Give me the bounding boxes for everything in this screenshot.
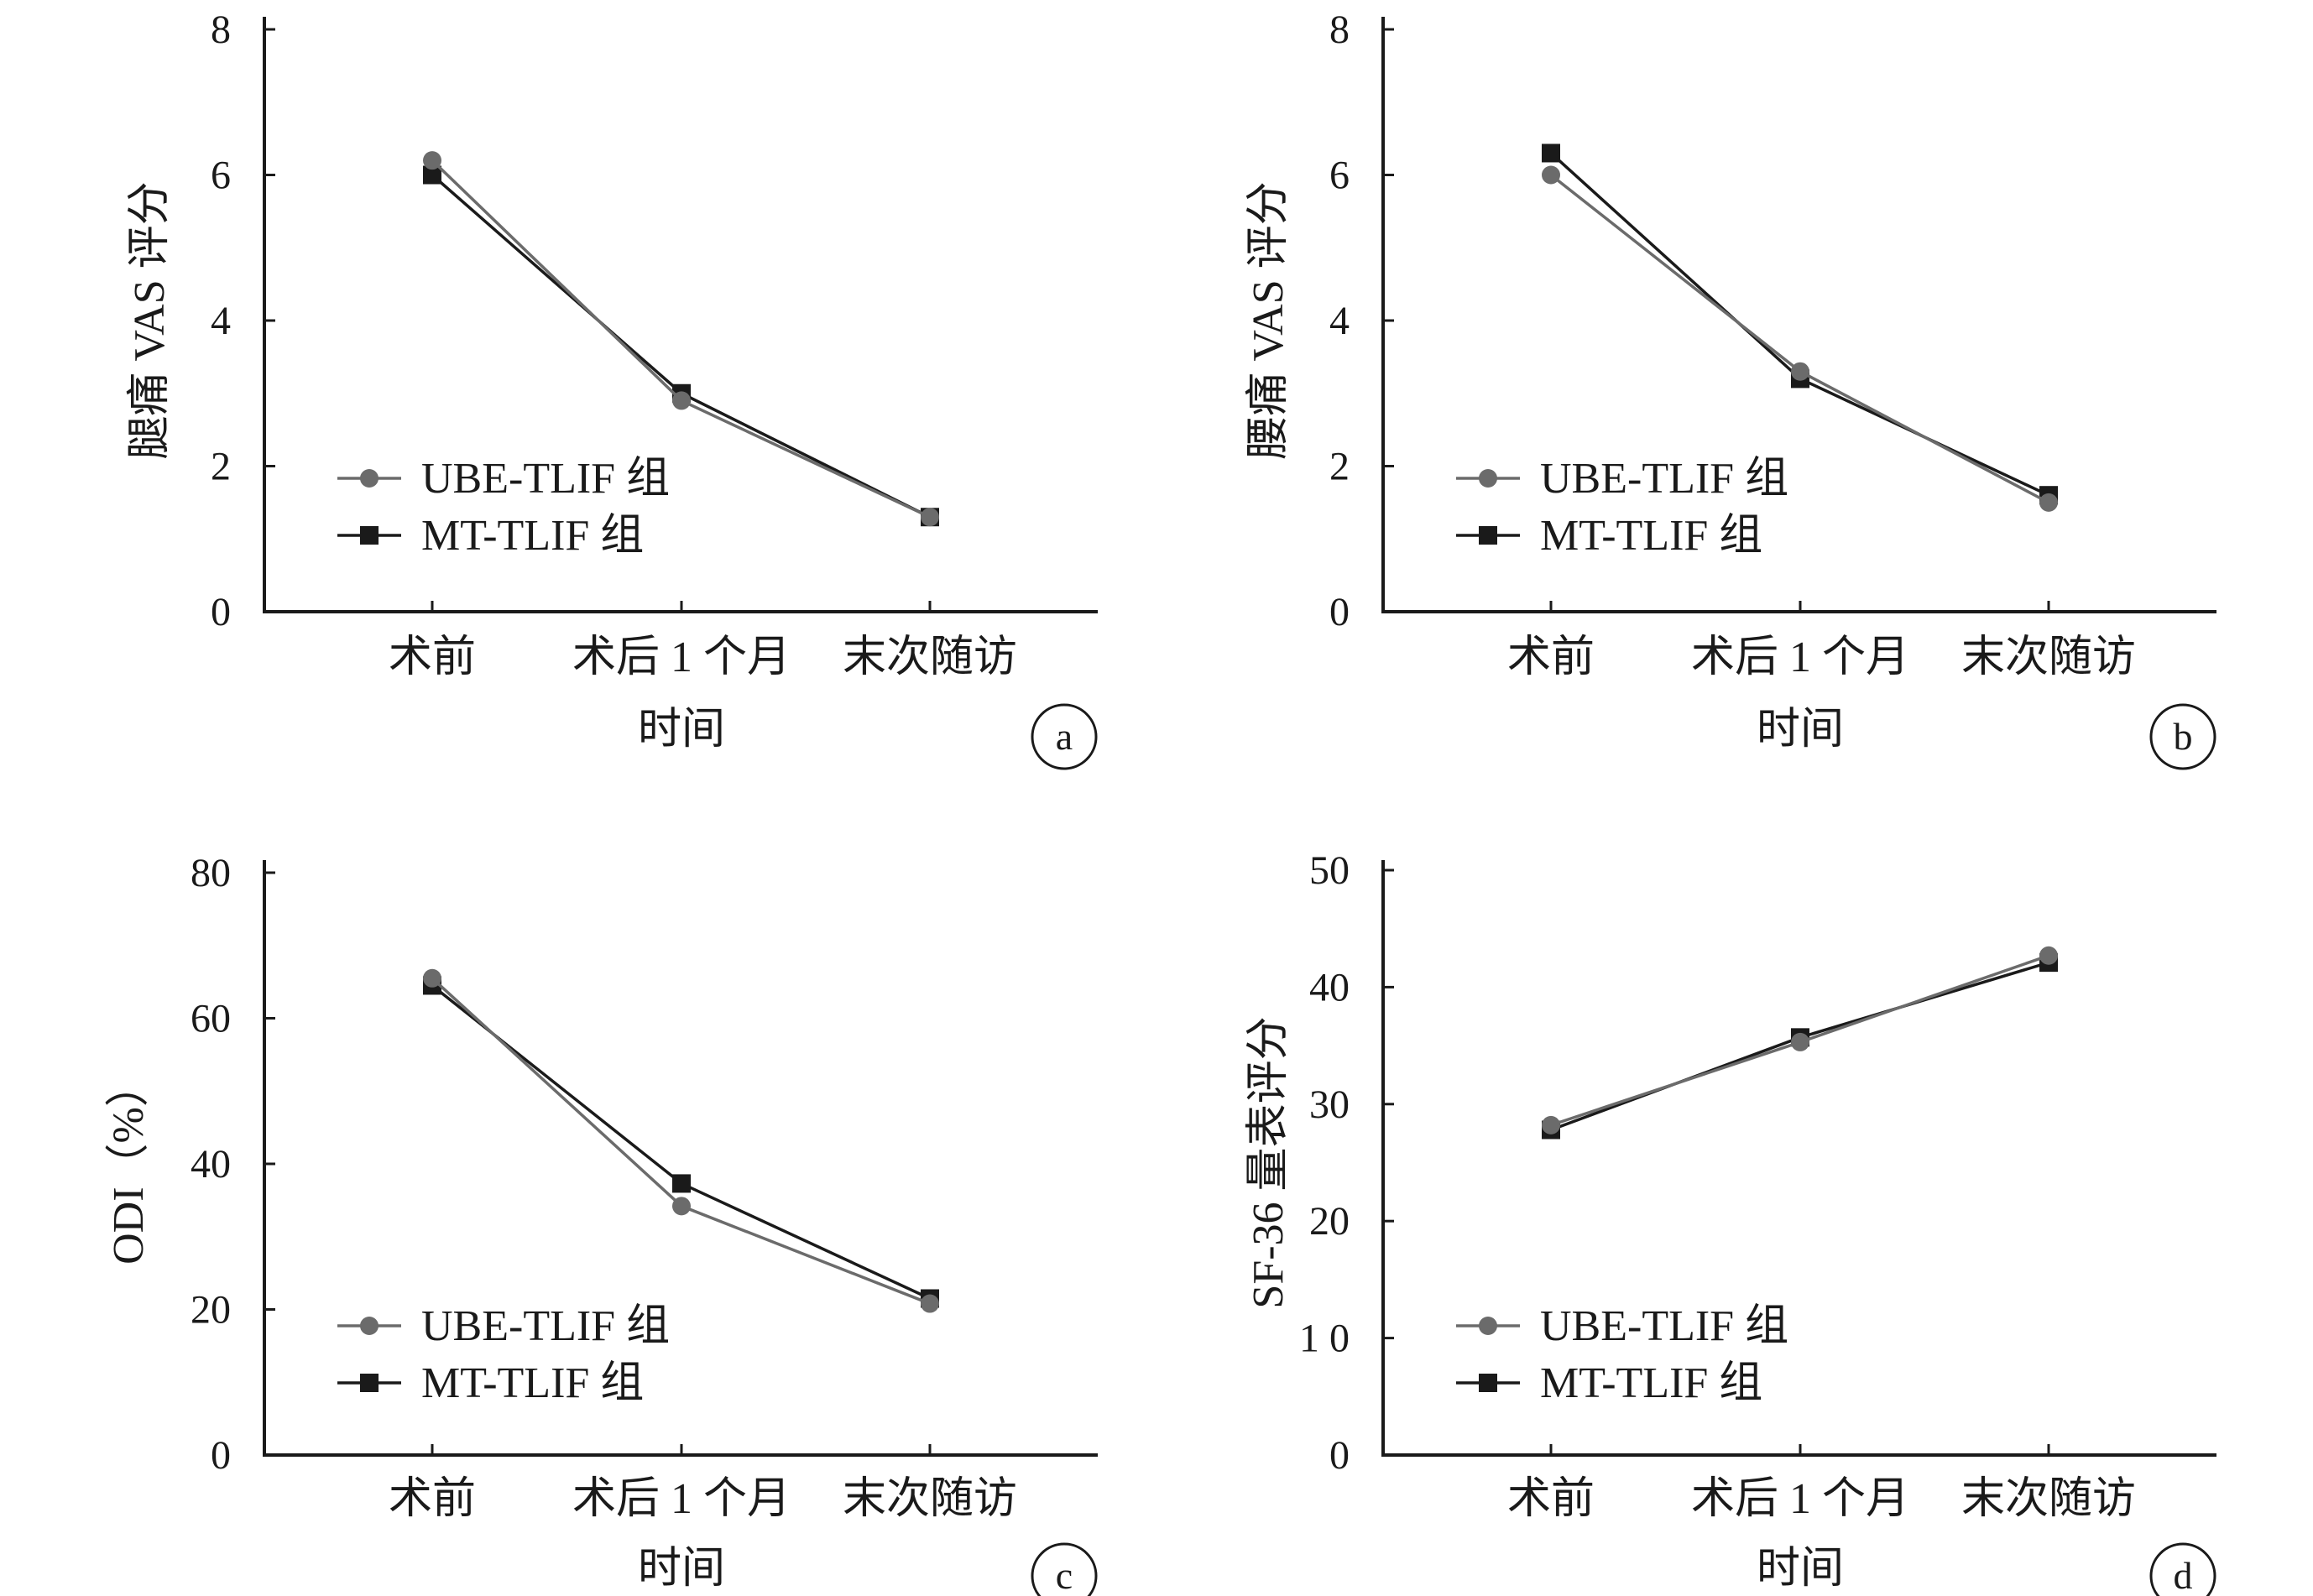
y-tick-label: 40	[191, 1142, 231, 1187]
panel-letter-circle	[2149, 703, 2216, 770]
legend-marker-circle	[1479, 1317, 1497, 1335]
x-axis-title: 时间	[638, 706, 725, 754]
data-point-ube-tlif	[1542, 165, 1560, 185]
legend: UBE-TLIF 组 MT-TLIF 组	[1456, 1302, 1788, 1407]
x-axis-title: 时间	[638, 1545, 725, 1593]
x-axis-title: 时间	[1757, 706, 1844, 754]
x-axis-title: 时间	[1757, 1545, 1844, 1593]
y-axis-title: 腰痛 VAS 评分	[1245, 181, 1292, 459]
legend-label: UBE-TLIF 组	[421, 1302, 670, 1350]
legend-marker-circle	[360, 469, 379, 488]
y-tick-label: 2	[1329, 445, 1350, 489]
legend: UBE-TLIF 组 MT-TLIF 组	[337, 455, 670, 560]
data-point-ube-tlif	[423, 151, 441, 170]
data-point-mt-tlif	[672, 1174, 691, 1193]
x-tick-label: 术后 1 个月	[572, 634, 791, 681]
y-tick-label: 6	[211, 154, 231, 198]
y-tick-label: 0	[1329, 590, 1350, 634]
y-tick-label: 4	[1329, 299, 1350, 343]
x-tick-label: 术前	[1507, 634, 1595, 681]
legend-label: UBE-TLIF 组	[1540, 1302, 1788, 1350]
y-tick-label: 20	[1309, 1199, 1350, 1244]
y-axis-title: SF-36 量表评分	[1245, 1016, 1292, 1308]
data-point-ube-tlif	[2039, 946, 2058, 965]
y-axis-title: 腿痛 VAS 评分	[126, 181, 174, 459]
data-point-ube-tlif	[672, 391, 691, 410]
x-tick-label: 末次随访	[843, 1475, 1017, 1523]
data-point-ube-tlif	[921, 508, 939, 527]
series-line-mt-tlif	[1549, 152, 2049, 497]
x-tick-label: 术后 1 个月	[1691, 1475, 1909, 1523]
panel-letter-circle	[2149, 1542, 2216, 1596]
panel-letter: c	[1056, 1554, 1073, 1596]
data-point-ube-tlif	[672, 1197, 691, 1216]
legend: UBE-TLIF 组 MT-TLIF 组	[337, 1302, 670, 1407]
legend-marker-square	[360, 526, 379, 545]
data-point-ube-tlif	[1791, 1032, 1809, 1051]
y-tick-label: 8	[1329, 8, 1350, 52]
series-line-mt-tlif	[431, 984, 931, 1301]
y-tick-label: 80	[191, 851, 231, 895]
panel-letter: d	[2174, 1554, 2193, 1596]
data-point-ube-tlif	[2039, 493, 2058, 512]
x-tick-label: 术前	[1507, 1475, 1595, 1523]
panel-letter-circle	[1031, 703, 1098, 770]
y-tick-label: 2	[211, 445, 231, 489]
legend-marker-circle	[360, 1317, 379, 1335]
data-point-ube-tlif	[1542, 1115, 1560, 1134]
y-tick-label: 8	[211, 8, 231, 52]
panel-letter: b	[2174, 715, 2193, 758]
legend-label: MT-TLIF 组	[421, 512, 644, 560]
y-tick-label: 20	[191, 1288, 231, 1333]
legend: UBE-TLIF 组 MT-TLIF 组	[1456, 455, 1788, 560]
data-point-ube-tlif	[423, 968, 441, 988]
y-tick-label: 30	[1309, 1082, 1350, 1127]
y-tick-label: 50	[1309, 848, 1350, 893]
y-tick-label: 1 0	[1299, 1317, 1350, 1361]
y-axis-title: ODI（%）	[105, 1063, 153, 1265]
legend-marker-square	[1479, 526, 1497, 545]
data-point-ube-tlif	[1791, 362, 1809, 381]
panel-letter-circle	[1031, 1542, 1098, 1596]
legend-label: MT-TLIF 组	[421, 1359, 644, 1407]
y-tick-label: 0	[1329, 1433, 1350, 1478]
data-point-mt-tlif	[1542, 143, 1560, 163]
y-tick-label: 0	[211, 1433, 231, 1478]
x-tick-label: 术前	[389, 1475, 476, 1523]
data-point-ube-tlif	[921, 1294, 939, 1313]
x-tick-label: 术后 1 个月	[572, 1475, 791, 1523]
series-line-ube-tlif	[1549, 174, 2049, 504]
legend-marker-square	[1479, 1374, 1497, 1392]
x-tick-label: 术后 1 个月	[1691, 634, 1909, 681]
data-point-mt-tlif	[423, 165, 441, 185]
legend-label: MT-TLIF 组	[1540, 512, 1762, 560]
y-tick-label: 6	[1329, 154, 1350, 198]
x-tick-label: 末次随访	[843, 634, 1017, 681]
legend-label: UBE-TLIF 组	[1540, 455, 1788, 503]
legend-marker-square	[360, 1374, 379, 1392]
legend-label: UBE-TLIF 组	[421, 455, 670, 503]
panel-letter: a	[1056, 715, 1073, 758]
y-tick-label: 60	[191, 997, 231, 1041]
x-tick-label: 末次随访	[1961, 634, 2136, 681]
y-tick-label: 4	[211, 299, 231, 343]
x-tick-label: 末次随访	[1961, 1475, 2136, 1523]
legend-marker-circle	[1479, 469, 1497, 488]
y-tick-label: 0	[211, 590, 231, 634]
legend-label: MT-TLIF 组	[1540, 1359, 1762, 1407]
series-line-ube-tlif	[431, 977, 931, 1306]
y-tick-label: 40	[1309, 965, 1350, 1009]
x-tick-label: 术前	[389, 634, 476, 681]
